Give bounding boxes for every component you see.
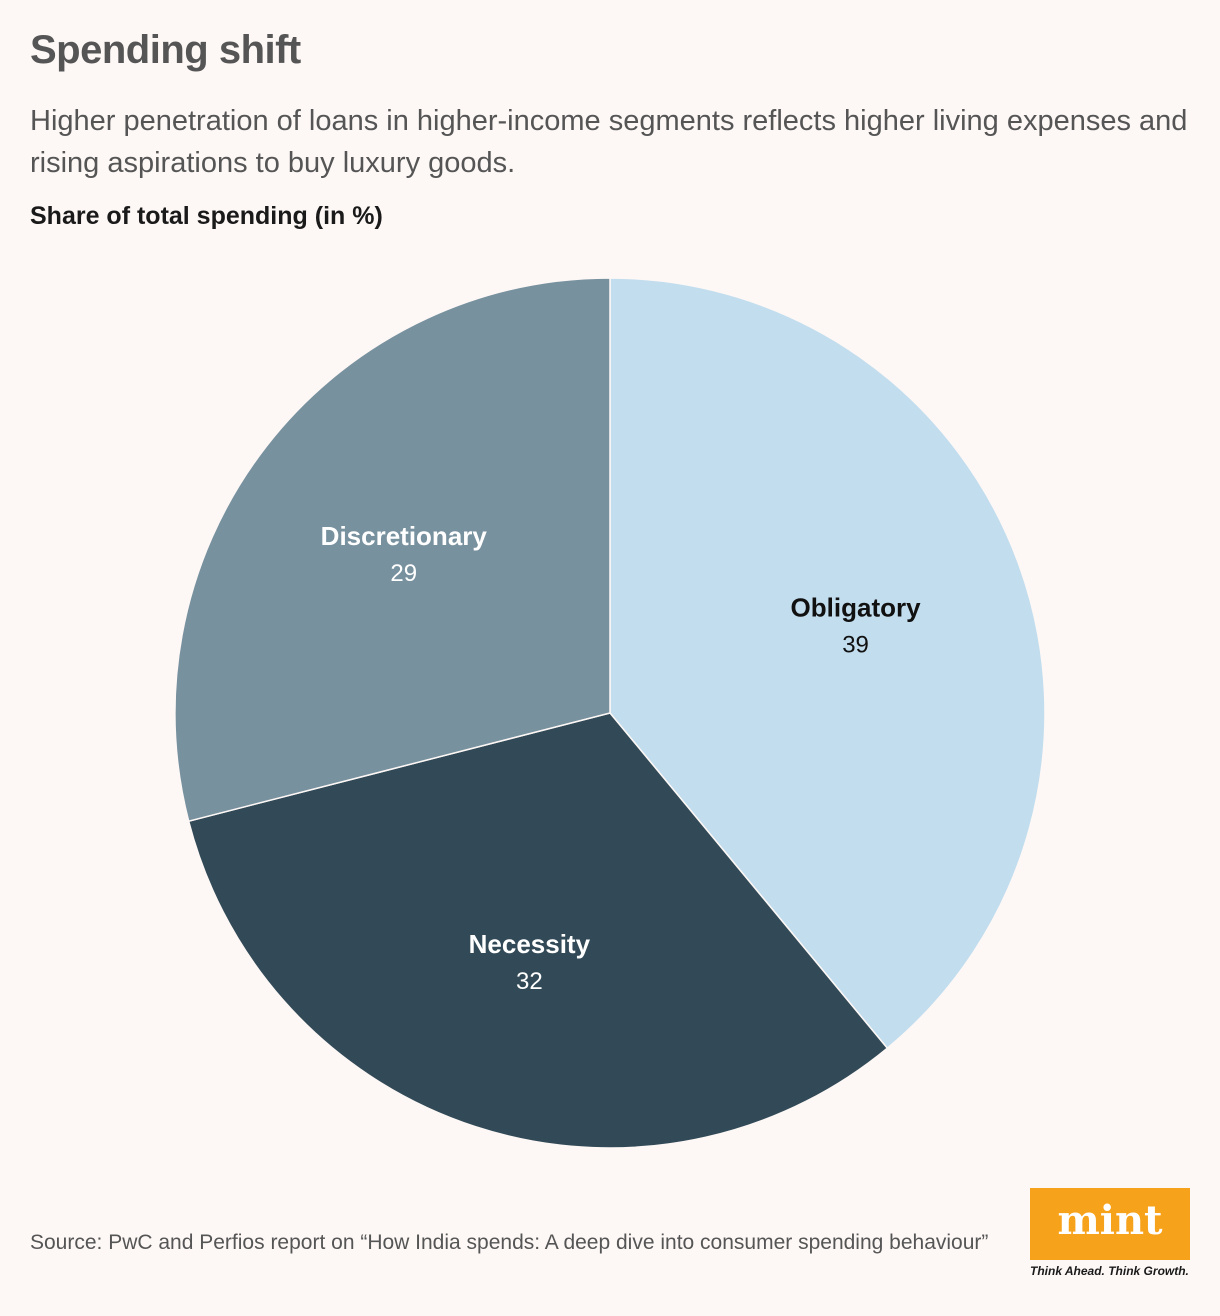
slice-value-necessity: 32 xyxy=(516,968,543,995)
chart-measure-label: Share of total spending (in %) xyxy=(30,202,383,230)
mint-logo: mint xyxy=(1030,1188,1190,1260)
pie-slice-necessity xyxy=(187,712,889,1149)
slice-label-necessity: Necessity xyxy=(469,929,591,959)
logo-tagline: Think Ahead. Think Growth. xyxy=(1030,1264,1189,1278)
slice-label-obligatory: Obligatory xyxy=(791,593,922,623)
chart-subtitle: Higher penetration of loans in higher-in… xyxy=(30,105,1188,179)
pie-slice-discretionary xyxy=(174,277,611,823)
slice-value-obligatory: 39 xyxy=(842,632,869,659)
slice-label-discretionary: Discretionary xyxy=(321,521,488,551)
pie-slice-obligatory xyxy=(609,277,1046,1050)
slice-value-discretionary: 29 xyxy=(390,560,417,587)
source-note: Source: PwC and Perfios report on “How I… xyxy=(30,1231,989,1254)
chart-title: Spending shift xyxy=(30,28,301,72)
